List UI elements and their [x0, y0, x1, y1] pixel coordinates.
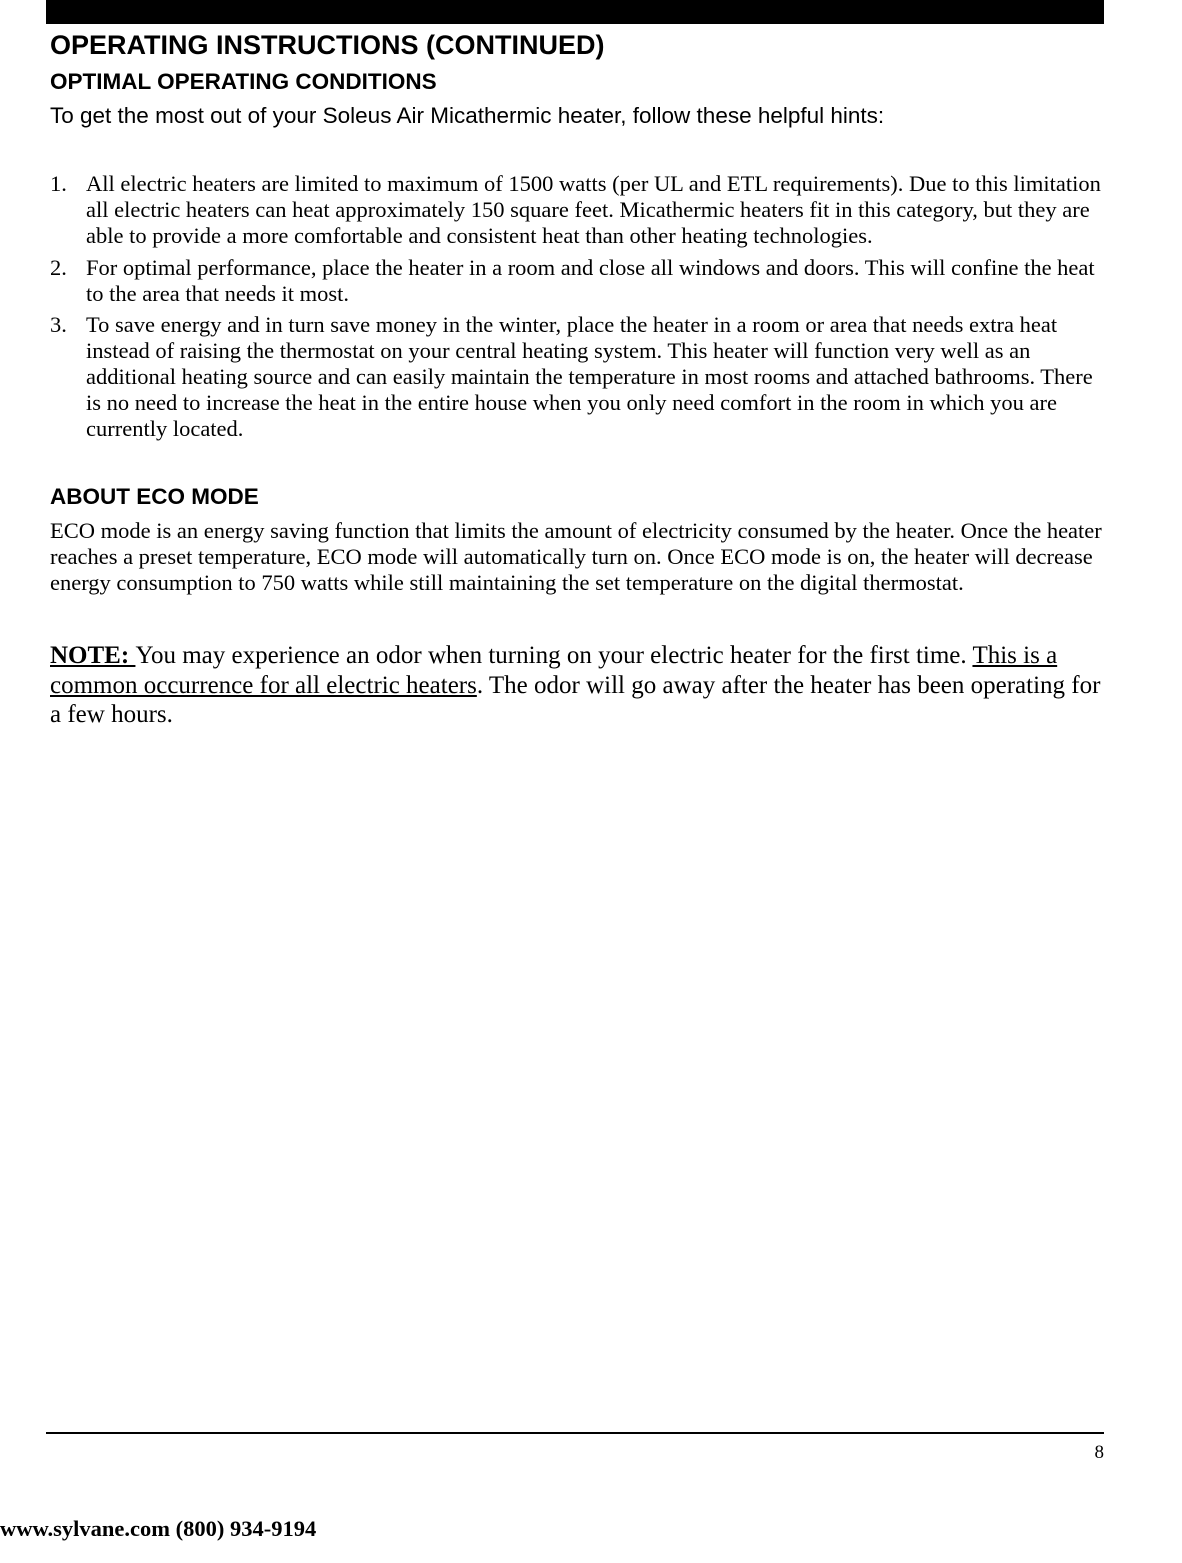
note-label: NOTE:: [50, 642, 135, 669]
hints-list: All electric heaters are limited to maxi…: [50, 171, 1110, 442]
hint-item: For optimal performance, place the heate…: [50, 255, 1110, 307]
heading-main: OPERATING INSTRUCTIONS (CONTINUED): [50, 30, 1110, 61]
header-black-bar: [46, 0, 1104, 24]
page-content: OPERATING INSTRUCTIONS (CONTINUED) OPTIM…: [50, 30, 1110, 730]
footer-contact: www.sylvane.com (800) 934-9194: [0, 1516, 316, 1542]
note-paragraph: NOTE: You may experience an odor when tu…: [50, 641, 1110, 730]
hint-item: To save energy and in turn save money in…: [50, 312, 1110, 441]
heading-optimal-conditions: OPTIMAL OPERATING CONDITIONS: [50, 69, 1110, 95]
footer-rule: [46, 1432, 1104, 1434]
heading-eco-mode: ABOUT ECO MODE: [50, 484, 1110, 510]
note-text-prefix: You may experience an odor when turning …: [135, 642, 972, 669]
hint-item: All electric heaters are limited to maxi…: [50, 171, 1110, 249]
intro-text: To get the most out of your Soleus Air M…: [50, 103, 1110, 129]
eco-mode-paragraph: ECO mode is an energy saving function th…: [50, 518, 1110, 596]
page-number: 8: [1095, 1442, 1105, 1464]
